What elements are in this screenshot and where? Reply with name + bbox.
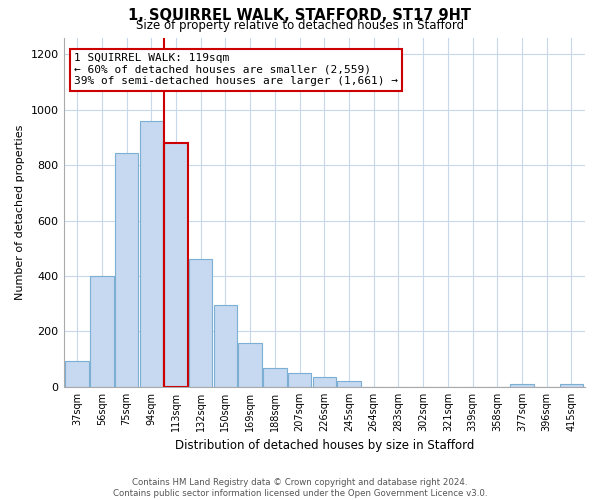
Bar	[288, 373, 311, 387]
Text: 1 SQUIRREL WALK: 119sqm
← 60% of detached houses are smaller (2,559)
39% of semi: 1 SQUIRREL WALK: 119sqm ← 60% of detache…	[74, 53, 398, 86]
Bar	[164, 143, 188, 387]
Bar	[214, 305, 237, 387]
Bar	[337, 382, 361, 387]
Bar	[90, 276, 113, 387]
X-axis label: Distribution of detached houses by size in Stafford: Distribution of detached houses by size …	[175, 440, 474, 452]
Bar	[560, 384, 583, 387]
Y-axis label: Number of detached properties: Number of detached properties	[15, 124, 25, 300]
Text: 1, SQUIRREL WALK, STAFFORD, ST17 9HT: 1, SQUIRREL WALK, STAFFORD, ST17 9HT	[128, 8, 472, 22]
Bar	[140, 120, 163, 387]
Bar	[510, 384, 534, 387]
Text: Contains HM Land Registry data © Crown copyright and database right 2024.
Contai: Contains HM Land Registry data © Crown c…	[113, 478, 487, 498]
Bar	[189, 260, 212, 387]
Bar	[65, 360, 89, 387]
Bar	[313, 377, 336, 387]
Bar	[115, 152, 139, 387]
Bar	[238, 342, 262, 387]
Text: Size of property relative to detached houses in Stafford: Size of property relative to detached ho…	[136, 19, 464, 32]
Bar	[263, 368, 287, 387]
